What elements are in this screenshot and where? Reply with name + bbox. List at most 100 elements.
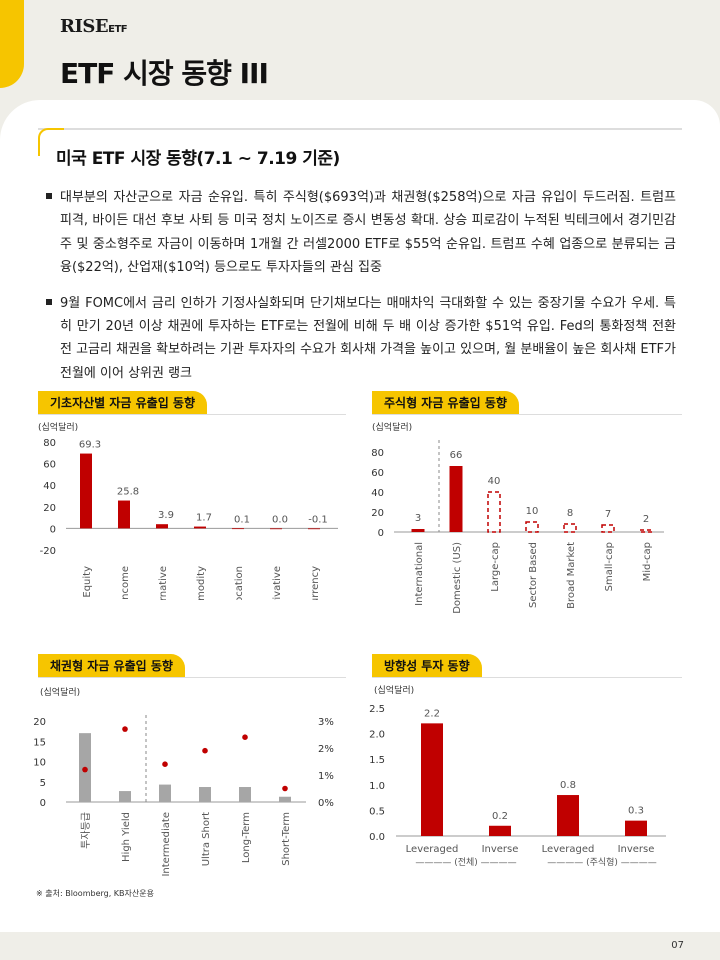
data-label: 25.8: [117, 487, 139, 498]
x-tick-label: Currency: [310, 566, 321, 600]
chart-equity-flows: (십억달러) 80 60 40 20 0 3 International 66 Domestic …: [371, 421, 664, 614]
bar: [232, 528, 244, 530]
footer: [0, 932, 720, 960]
scatter-point: [282, 785, 288, 792]
data-label: 10: [526, 506, 539, 517]
page-number: 07: [671, 940, 684, 951]
bullet-item: 대부분의 자산군으로 자금 순유입. 특히 주식형($693억)과 채권형($2…: [46, 186, 676, 280]
scatter-point: [162, 761, 168, 767]
data-label: -0.1: [308, 514, 328, 525]
y-tick-label: -20: [40, 546, 56, 557]
bar: [194, 526, 206, 529]
chart-directional: (십억달러) 2.5 2.0 1.5 1.0 0.5 0.0 2.2 Leveraged 0.2 I…: [369, 684, 666, 868]
bar: [118, 500, 130, 529]
x-tick-label: Derivative: [272, 566, 283, 600]
x-tick-label: Commodity: [196, 566, 207, 600]
bar: [557, 795, 579, 836]
data-label: 69.3: [79, 440, 101, 451]
x-tick-label: Large-cap: [490, 542, 501, 592]
y-tick-label: 2.5: [369, 704, 385, 715]
chart-asset-flows: (십억달러) 80 60 40 20 0 -20 69.3 Equity 25.8 Fixed In…: [38, 421, 338, 600]
bar: [563, 523, 577, 533]
source-note: ※ 출처: Bloomberg, KB자산운용: [36, 889, 154, 898]
y-tick-label: 0: [50, 524, 56, 535]
x-tick-label: Leveraged: [406, 844, 459, 855]
scatter-point: [202, 747, 208, 754]
data-label: 3: [415, 513, 421, 524]
y-tick-label: 3%: [318, 717, 334, 728]
x-tick-label: Ultra Short: [201, 812, 212, 866]
bar: [421, 723, 443, 836]
y-tick-label: 40: [371, 488, 384, 499]
x-tick-label: Intermediate: [161, 812, 172, 877]
y-tick-label: 20: [43, 503, 56, 514]
scatter-point: [122, 726, 128, 732]
x-tick-label: Sector Based: [528, 542, 539, 608]
group-label: ———— (주식형) ————: [547, 857, 657, 868]
data-label: 40: [488, 476, 501, 487]
y-tick-label: 10: [33, 758, 46, 769]
data-label: 0.8: [560, 780, 576, 791]
x-tick-label: Mid-cap: [642, 542, 653, 581]
scatter-point: [82, 766, 88, 773]
data-label: 0.2: [492, 811, 508, 822]
chart-title: 채권형 자금 유출입 동향: [38, 654, 185, 678]
bar: [449, 466, 463, 532]
x-tick-label: Leveraged: [542, 844, 595, 855]
bar: [156, 524, 168, 529]
x-tick-label: International: [414, 542, 425, 606]
y-tick-label: 0.5: [369, 806, 385, 817]
bar: [489, 825, 511, 836]
y-tick-label: 80: [371, 448, 384, 459]
y-tick-label: 20: [371, 508, 384, 519]
section-heading: 미국 ETF 시장 동향(7.1 ~ 7.19 기준): [56, 149, 340, 169]
scatter-point: [242, 734, 248, 740]
corner-accent: [0, 0, 24, 88]
bar: [525, 521, 539, 533]
data-label: 3.9: [158, 510, 174, 521]
bullet-list: 대부분의 자산군으로 자금 순유입. 특히 주식형($693억)과 채권형($2…: [46, 186, 676, 397]
y-tick-label: 40: [43, 481, 56, 492]
chart-title: 주식형 자금 유출입 동향: [372, 391, 519, 415]
data-label: 0.0: [272, 514, 288, 525]
bar: [411, 529, 425, 532]
x-tick-label: Short-Term: [281, 812, 292, 866]
y-tick-label: 0: [40, 798, 46, 809]
data-label: 66: [450, 450, 463, 461]
x-tick-label: Asset Allocation: [234, 566, 245, 600]
bar: [119, 791, 131, 802]
bar: [239, 787, 251, 802]
data-label: 0.3: [628, 806, 644, 817]
y-tick-label: 0.0: [369, 832, 385, 843]
bar: [279, 796, 291, 802]
x-tick-label: Long-Term: [241, 812, 252, 863]
y-tick-label: 2%: [318, 744, 334, 755]
bar: [270, 528, 282, 530]
group-label: ———— (전체) ————: [415, 857, 516, 868]
bar: [487, 491, 501, 533]
data-label: 2: [643, 514, 649, 525]
data-label: 0.1: [234, 514, 250, 525]
x-tick-label: Broad Market: [566, 542, 577, 609]
chart-title: 기초자산별 자금 유출입 동향: [38, 391, 208, 415]
unit-label: (십억달러): [40, 686, 80, 698]
bar: [159, 784, 171, 802]
data-label: 7: [605, 509, 611, 520]
chart-title: 방향성 투자 동향: [372, 654, 482, 678]
bar: [80, 453, 92, 529]
unit-label: (십억달러): [372, 421, 412, 433]
y-tick-label: 20: [33, 717, 46, 728]
y-tick-label: 2.0: [369, 730, 385, 741]
x-tick-label: Inverse: [618, 844, 655, 855]
y-tick-label: 1%: [318, 771, 334, 782]
data-label: 8: [567, 508, 573, 519]
y-tick-label: 80: [43, 438, 56, 449]
x-tick-label: Equity: [82, 566, 93, 598]
x-tick-label: 투자등급: [80, 812, 92, 849]
y-tick-label: 0: [378, 528, 384, 539]
unit-label: (십억달러): [374, 684, 414, 696]
bar: [601, 524, 615, 533]
x-tick-label: Alternative: [158, 566, 169, 600]
x-tick-label: Inverse: [482, 844, 519, 855]
data-label: 2.2: [424, 708, 440, 719]
